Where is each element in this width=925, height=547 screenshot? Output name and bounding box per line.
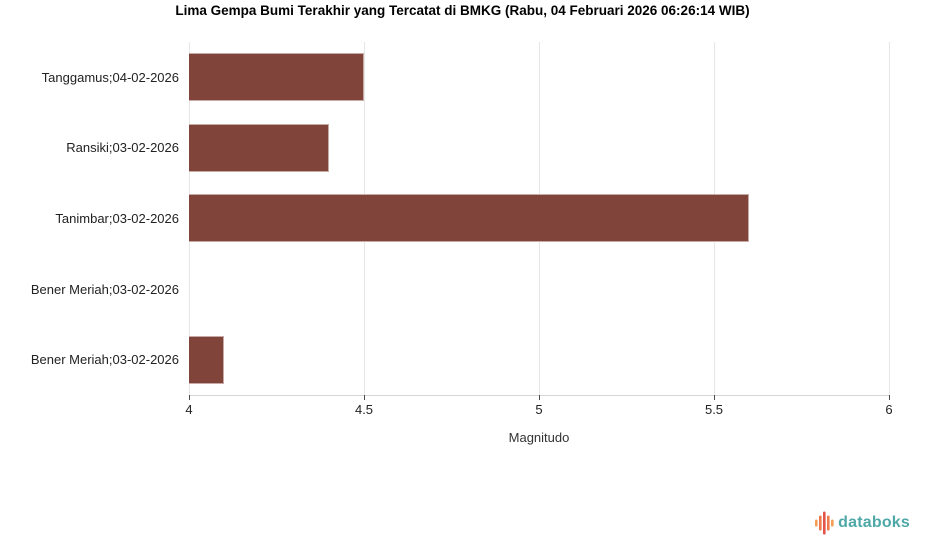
x-tick-label: 4.5 [354,402,374,417]
bar-row [189,183,889,254]
x-axis: 4 4.5 5 5.5 6 [185,395,893,425]
y-axis-labels: Tanggamus;04-02-2026 Ransiki;03-02-2026 Ta… [0,42,185,395]
y-axis-label: Ransiki;03-02-2026 [66,140,179,156]
x-tick-label: 6 [885,402,893,417]
bar-row [189,42,889,113]
x-tick-mark [713,395,715,400]
x-tick-mark [363,395,365,400]
y-axis-label: Bener Meriah;03-02-2026 [30,352,179,368]
bar[interactable] [189,123,329,172]
bar[interactable] [189,53,364,102]
x-axis-title: Magnitudo [508,430,570,445]
bar-row [189,254,889,325]
x-tick-mark [888,395,890,400]
bar-row [189,324,889,395]
x-tick-mark [188,395,190,400]
plot-area [188,42,890,396]
databoks-logo-icon [815,511,834,535]
chart-title: Lima Gempa Bumi Terakhir yang Tercatat d… [175,3,750,18]
bar[interactable] [189,194,749,243]
x-tick-label: 5 [535,402,543,417]
y-axis-label: Tanimbar;03-02-2026 [55,210,179,226]
databoks-logo: databoks [815,511,910,535]
y-axis-label: Bener Meriah;03-02-2026 [30,281,179,297]
x-tick-mark [538,395,540,400]
x-tick-label: 4 [185,402,193,417]
bar[interactable] [189,335,224,384]
databoks-logo-text: databoks [838,514,910,531]
x-tick-label: 5.5 [704,402,724,417]
bar-row [189,113,889,184]
gridline [888,42,890,395]
y-axis-label: Tanggamus;04-02-2026 [41,69,179,85]
